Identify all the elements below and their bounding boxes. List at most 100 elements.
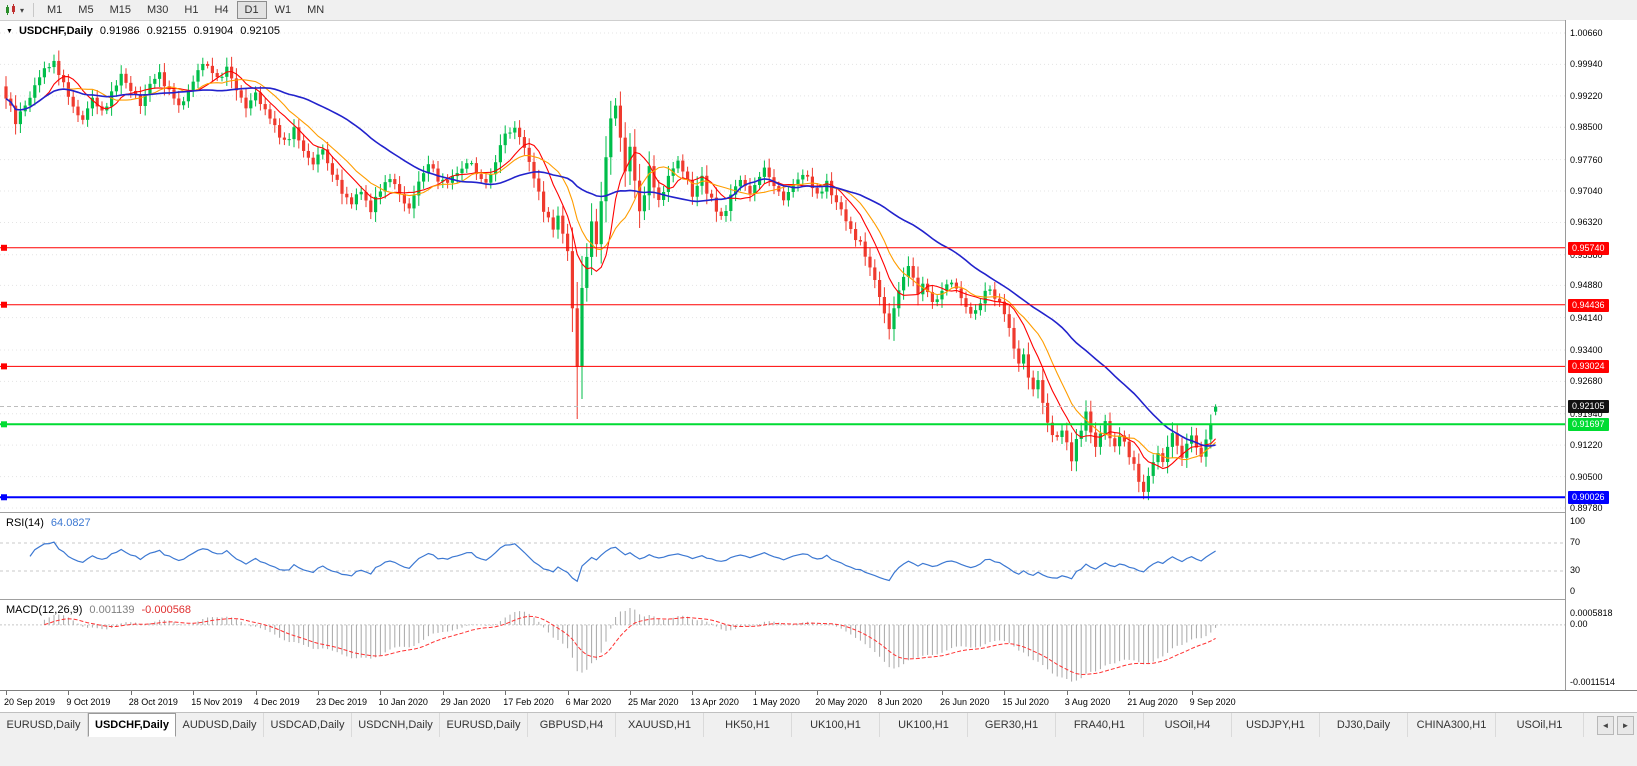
symbol-caret-icon[interactable]: ▼ [6, 27, 13, 35]
resistance-line-2-handle[interactable] [1, 301, 7, 308]
macd-axis-label: 0.0005818 [1570, 608, 1613, 618]
rsi-axis: 100 70 30 0 [1565, 512, 1637, 599]
timeframe-button-h1[interactable]: H1 [184, 4, 199, 16]
date-tick [567, 691, 569, 695]
date-label: 13 Apr 2020 [690, 697, 739, 707]
date-tick [630, 691, 631, 695]
chart-tab-uk100-h1[interactable]: UK100,H1 [880, 713, 968, 737]
rsi-axis-label: 0 [1570, 586, 1576, 596]
ohlc-low: 0.91904 [193, 25, 234, 37]
ma-line-8 [5, 70, 1216, 470]
date-label: 1 May 2020 [752, 697, 800, 707]
date-label: 21 Aug 2020 [1127, 697, 1178, 707]
macd-name: MACD(12,26,9) [6, 604, 83, 616]
date-label: 6 Mar 2020 [565, 697, 612, 707]
chart-tab-uk100-h1[interactable]: UK100,H1 [792, 713, 880, 737]
date-tick [318, 691, 319, 695]
macd-signal-value: -0.000568 [141, 604, 192, 616]
date-label: 15 Jul 2020 [1002, 697, 1049, 707]
macd-axis: 0.0005818 0.00 -0.0011514 [1565, 599, 1637, 690]
price-axis: 1.00660 0.99940 0.99220 0.98500 0.97760 0.970… [1565, 20, 1637, 513]
toolbar: ▾ M1 M5 M15 M30 H1 H4 D1 W1 MN [0, 0, 1637, 21]
candles-layer [4, 50, 1218, 501]
timeframe-button-mn[interactable]: MN [307, 4, 325, 16]
dropdown-caret-icon: ▾ [20, 5, 25, 15]
resistance-line-2-badge: 0.94436 [1568, 298, 1609, 312]
macd-axis-label: -0.0011514 [1570, 677, 1615, 687]
timeframe-button-m30[interactable]: M30 [146, 4, 169, 16]
timeframe-button-d1[interactable]: D1 [236, 1, 267, 19]
resistance-line-3-handle[interactable] [1, 363, 7, 370]
tab-scroll-right-button[interactable]: ► [1617, 715, 1634, 735]
rsi-title: RSI(14) 64.0827 [6, 517, 91, 529]
chart-type-control[interactable]: ▾ [0, 0, 28, 20]
chart-tab-eurusd-daily[interactable]: EURUSD,Daily [440, 713, 528, 737]
date-label: 10 Jan 2020 [378, 697, 428, 707]
chart-tab-usdcnh-daily[interactable]: USDCNH,Daily [352, 713, 440, 737]
timeframe-button-m5[interactable]: M5 [78, 4, 94, 16]
timeframe-button-h4[interactable]: H4 [214, 4, 229, 16]
price-axis-label: 0.93400 [1570, 344, 1603, 355]
chart-tab-dj30-daily[interactable]: DJ30,Daily [1320, 713, 1408, 737]
status-strip [0, 737, 1637, 766]
current-price-badge: 0.92105 [1568, 400, 1609, 414]
chart-tab-eurusd-daily[interactable]: EURUSD,Daily [0, 713, 88, 737]
price-axis-label: 0.89780 [1570, 503, 1603, 513]
chart-tab-usoil-h4[interactable]: USOil,H4 [1144, 713, 1232, 737]
support-line-blue-handle[interactable] [1, 494, 7, 501]
price-axis-label: 0.90500 [1570, 471, 1603, 482]
axis-separator [1565, 20, 1566, 690]
timeframe-button-w1[interactable]: W1 [274, 4, 292, 16]
price-chart-canvas[interactable] [0, 20, 1565, 512]
date-tick [942, 691, 943, 695]
chart-tab-bar: EURUSD,Daily USDCHF,Daily AUDUSD,Daily USDC… [0, 712, 1637, 737]
price-axis-label: 0.91220 [1570, 440, 1603, 451]
tab-scroll-left-button[interactable]: ◄ [1597, 715, 1614, 735]
support-line-green-handle[interactable] [1, 421, 7, 428]
date-tick [255, 691, 257, 695]
rsi-axis-label: 100 [1570, 516, 1586, 526]
chart-tab-usdchf-daily[interactable]: USDCHF,Daily [88, 713, 176, 737]
date-axis: 20 Sep 2019 9 Oct 2019 28 Oct 2019 15 Nov 2… [0, 690, 1637, 712]
chart-tab-china300-h1[interactable]: CHINA300,H1 [1408, 713, 1496, 737]
timeframe-button-m15[interactable]: M15 [109, 4, 131, 16]
macd-title: MACD(12,26,9) 0.001139 -0.000568 [6, 604, 191, 616]
chart-tab-fra40-h1[interactable]: FRA40,H1 [1056, 713, 1144, 737]
chart-tabs: EURUSD,Daily USDCHF,Daily AUDUSD,Daily USDC… [0, 713, 1594, 737]
date-tick [1129, 691, 1131, 695]
date-tick [130, 691, 132, 695]
macd-main-value: 0.001139 [89, 604, 135, 616]
price-axis-label: 0.98500 [1570, 122, 1603, 133]
macd-canvas[interactable] [0, 601, 1565, 691]
timeframe-bar: M1 M5 M15 M30 H1 H4 D1 W1 MN [39, 0, 332, 20]
rsi-axis-label: 30 [1570, 565, 1581, 575]
ohlc-open: 0.91986 [99, 25, 140, 37]
support-line-blue-badge: 0.90026 [1568, 491, 1609, 505]
date-label: 4 Dec 2019 [253, 697, 300, 707]
price-axis-label: 0.97760 [1570, 154, 1603, 165]
chart-tab-audusd-daily[interactable]: AUDUSD,Daily [176, 713, 264, 737]
timeframe-button-m1[interactable]: M1 [47, 4, 63, 16]
chart-tab-usdcad-daily[interactable]: USDCAD,Daily [264, 713, 352, 737]
date-tick [193, 691, 195, 695]
rsi-canvas[interactable] [0, 514, 1565, 599]
rsi-panel [0, 512, 1637, 599]
price-axis-label: 0.94140 [1570, 312, 1603, 323]
chart-tab-hk50-h1[interactable]: HK50,H1 [704, 713, 792, 737]
chart-tab-usdjpy-h1[interactable]: USDJPY,H1 [1232, 713, 1320, 737]
chart-tab-ger30-h1[interactable]: GER30,H1 [968, 713, 1056, 737]
scroll-left-icon: ◄ [1601, 720, 1610, 730]
date-label: 20 Sep 2019 [4, 697, 56, 707]
date-label: 28 Oct 2019 [128, 697, 178, 707]
date-tick [817, 691, 819, 695]
resistance-line-1-handle[interactable] [1, 244, 7, 251]
date-label: 9 Sep 2020 [1189, 697, 1236, 707]
resistance-line-3-badge: 0.93024 [1568, 360, 1609, 374]
date-label: 15 Nov 2019 [191, 697, 243, 707]
date-tick [879, 691, 881, 695]
date-tick [380, 691, 382, 695]
chart-tab-gbpusd-h4[interactable]: GBPUSD,H4 [528, 713, 616, 737]
chart-tab-xauusd-h1[interactable]: XAUUSD,H1 [616, 713, 704, 737]
ohlc-close: 0.92105 [240, 25, 280, 37]
chart-tab-usoil-h1[interactable]: USOil,H1 [1496, 713, 1584, 737]
